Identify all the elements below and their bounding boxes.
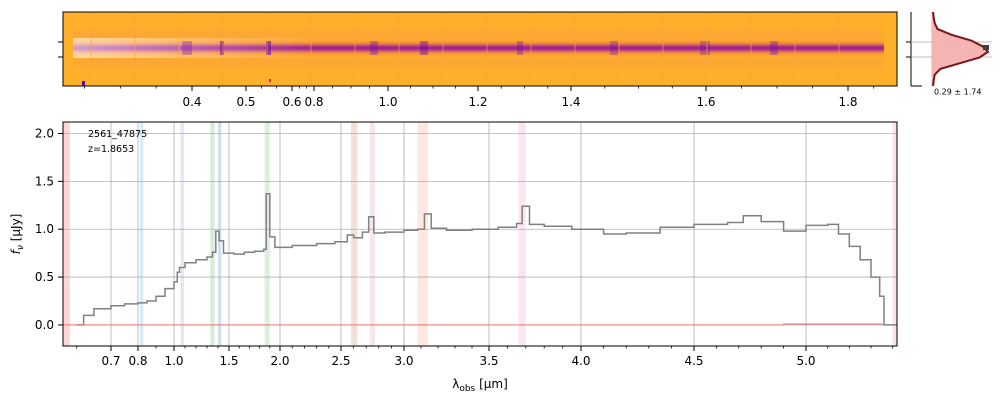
spectrum-2d-column-6 bbox=[354, 13, 356, 85]
y-tick-label-2: 1.0 bbox=[35, 222, 54, 236]
annotation-id: 2561_47875 bbox=[88, 129, 147, 140]
spectral-bands bbox=[63, 122, 897, 346]
spectrum-2d-xtick-label-3: 0.8 bbox=[304, 95, 323, 109]
error-series-line bbox=[63, 323, 883, 326]
x-tick-label-7: 3.5 bbox=[479, 354, 498, 368]
spectrum-2d-clump-8 bbox=[770, 41, 778, 55]
flux-series-line bbox=[76, 193, 897, 326]
profile-fill bbox=[932, 12, 988, 86]
x-tick-label-6: 3.0 bbox=[394, 354, 413, 368]
spectrum-2d-column-8 bbox=[442, 13, 444, 85]
spectrum-2d-clump-2 bbox=[266, 41, 271, 55]
spectrum-2d-column-0 bbox=[90, 13, 92, 85]
spectrum-2d-clump-5 bbox=[517, 41, 523, 55]
spectrum-2d-clump-0 bbox=[182, 41, 192, 55]
spectrum-2d-artifact-left bbox=[82, 81, 85, 86]
x-tick-label-9: 4.5 bbox=[684, 354, 703, 368]
spectrum-2d-column-10 bbox=[530, 13, 532, 85]
spectrum-2d-column-7 bbox=[398, 13, 400, 85]
spectrum-2d-artifact-center bbox=[269, 79, 271, 82]
x-tick-label-10: 5.0 bbox=[796, 354, 815, 368]
spectrum-2d-trace-fade bbox=[73, 38, 885, 58]
spectrum-2d-xtick-label-6: 1.4 bbox=[561, 95, 580, 109]
band-9 bbox=[518, 122, 526, 346]
spectrum-2d-noise-band-lower bbox=[63, 58, 897, 67]
x-tick-label-4: 2.0 bbox=[270, 354, 289, 368]
spectrum-2d-column-5 bbox=[310, 13, 312, 85]
spectrum-2d-xtick-label-2: 0.6 bbox=[282, 95, 301, 109]
band-1 bbox=[139, 122, 144, 346]
spectrum-2d-noise-band-upper bbox=[63, 30, 897, 39]
profile-label: 0.29 ± 1.74 bbox=[934, 88, 981, 97]
x-tick-label-5: 2.5 bbox=[331, 354, 350, 368]
band-5 bbox=[264, 122, 270, 346]
x-ticks: 0.7 0.8 1.0 1.5 2.0 2.5 3.0 3.5 4.0 4.5 5.0 bbox=[76, 346, 894, 368]
spectrum-2d-clump-6 bbox=[610, 41, 618, 55]
spectrum-2d-clump-4 bbox=[420, 41, 428, 55]
spectrum-2d-clump-7 bbox=[700, 41, 710, 55]
spectrum-1d-panel: 0.0 0.5 1.0 1.5 2.0 0.7 0.8 1.0 1.5 2.0 2.5 3.0 3.5… bbox=[9, 121, 898, 394]
x-tick-label-8: 4.0 bbox=[571, 354, 590, 368]
spectrum-2d-edge-mask-right bbox=[884, 12, 897, 86]
spectrum-1d-frame bbox=[62, 121, 898, 347]
band-10 bbox=[892, 122, 897, 346]
spectrum-2d-column-11 bbox=[574, 13, 576, 85]
spectrum-2d-column-12 bbox=[618, 13, 620, 85]
spectrum-2d-panel: 0.4 0.5 0.6 0.8 1.0 1.2 1.4 1.6 1.8 bbox=[58, 11, 898, 109]
spectrum-2d-column-2 bbox=[178, 13, 180, 85]
band-7 bbox=[369, 122, 376, 346]
profile-panel: 0.29 ± 1.74 bbox=[906, 11, 992, 97]
annotation-redshift: z=1.8653 bbox=[88, 144, 134, 155]
spectrum-2d-column-9 bbox=[486, 13, 488, 85]
spectrum-2d-column-14 bbox=[706, 13, 708, 85]
x-tick-label-2: 1.0 bbox=[164, 354, 183, 368]
x-axis-label: λobs [µm] bbox=[452, 377, 508, 394]
spectrum-2d-column-17 bbox=[838, 13, 840, 85]
x-tick-label-3: 1.5 bbox=[219, 354, 238, 368]
y-axis-label: fν [µJy] bbox=[9, 214, 26, 255]
spectrum-2d-column-1 bbox=[134, 13, 136, 85]
y-tick-label-1: 0.5 bbox=[35, 270, 54, 284]
spectrum-2d-clump-3 bbox=[370, 41, 378, 55]
spectrum-2d-clump-1 bbox=[220, 41, 224, 55]
x-tick-label-1: 0.8 bbox=[128, 354, 147, 368]
spectrum-2d-xtick-label-5: 1.2 bbox=[468, 95, 487, 109]
band-8 bbox=[417, 122, 428, 346]
band-2 bbox=[180, 122, 184, 346]
spectrum-2d-clumps bbox=[90, 13, 840, 85]
y-tick-label-4: 2.0 bbox=[35, 126, 54, 140]
spectrum-2d-column-4 bbox=[266, 13, 268, 85]
y-tick-label-3: 1.5 bbox=[35, 174, 54, 188]
spectrum-2d-frame bbox=[62, 11, 898, 87]
spectrum-2d-xtick-label-7: 1.6 bbox=[696, 95, 715, 109]
profile-max-marker bbox=[983, 45, 989, 50]
band-6 bbox=[351, 122, 358, 346]
spectrum-2d-column-13 bbox=[662, 13, 664, 85]
band-0 bbox=[63, 122, 70, 346]
spectrum-2d-column-15 bbox=[750, 13, 752, 85]
spectrum-2d-xtick-label-0: 0.4 bbox=[182, 95, 201, 109]
grid bbox=[63, 122, 897, 346]
spectrum-2d-xtick-label-1: 0.5 bbox=[236, 95, 255, 109]
y-tick-label-0: 0.0 bbox=[35, 318, 54, 332]
spectrum-2d-xticks: 0.4 0.5 0.6 0.8 1.0 1.2 1.4 1.6 1.8 bbox=[84, 86, 875, 109]
x-tick-label-0: 0.7 bbox=[101, 354, 120, 368]
y-ticks: 0.0 0.5 1.0 1.5 2.0 bbox=[35, 126, 63, 332]
band-3 bbox=[210, 122, 215, 346]
spectrum-2d-column-3 bbox=[222, 13, 224, 85]
spectrum-2d-column-16 bbox=[794, 13, 796, 85]
spectrum-2d-xtick-label-4: 1.0 bbox=[378, 95, 397, 109]
spectrum-2d-xtick-label-8: 1.8 bbox=[838, 95, 857, 109]
spectrum-2d-edge-mask-left bbox=[63, 12, 73, 86]
